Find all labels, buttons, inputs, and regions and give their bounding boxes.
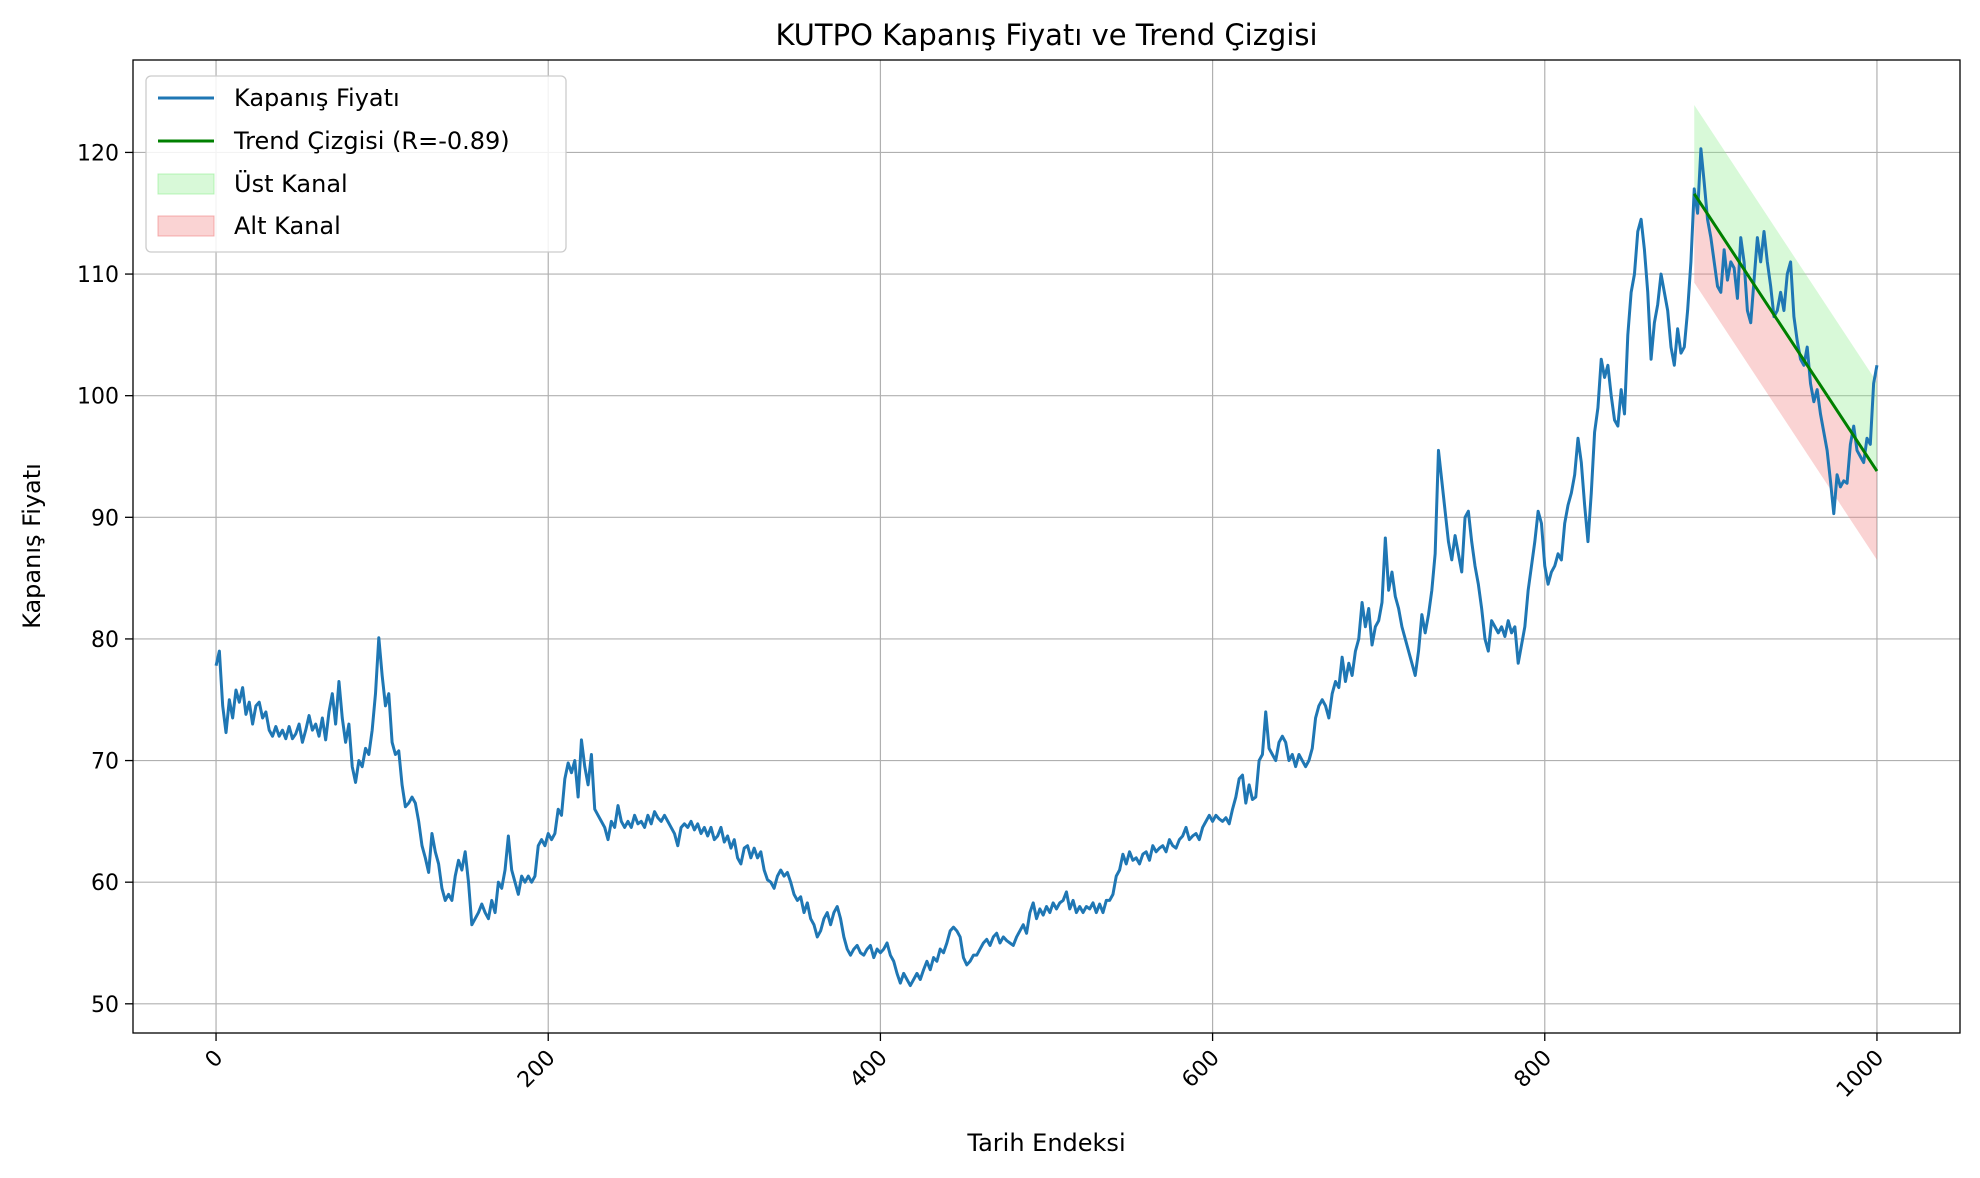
legend-label-close-price: Kapanış Fiyatı (234, 84, 400, 112)
legend-box (145, 75, 567, 253)
legend-swatch-upper-channel (157, 173, 215, 195)
y-axis-ticks: 50 60 70 80 90 100 110 120 (77, 141, 133, 1018)
plot-frame (132, 59, 1961, 1034)
y-tick-label: 110 (77, 263, 119, 288)
trend-line (1692, 192, 1879, 472)
lower-channel-band (1694, 193, 1877, 560)
y-tick-label: 50 (91, 993, 119, 1018)
legend-label-trend-line: Trend Çizgisi (R=-0.89) (233, 127, 510, 155)
series-lines (214, 147, 1879, 988)
y-tick-label: 120 (77, 141, 119, 166)
legend-swatch-lower-channel (157, 215, 215, 237)
chart-title: KUTPO Kapanış Fiyatı ve Trend Çizgisi (775, 18, 1317, 52)
y-tick-label: 60 (91, 871, 119, 896)
y-tick-label: 100 (77, 385, 119, 410)
x-axis-title: Tarih Endeksi (966, 1129, 1125, 1157)
y-tick-label: 90 (91, 506, 119, 531)
legend: Kapanış Fiyatı Trend Çizgisi (R=-0.89) Ü… (145, 75, 567, 253)
legend-label-lower-channel: Alt Kanal (234, 212, 341, 240)
grid (133, 60, 1960, 1033)
legend-label-upper-channel: Üst Kanal (234, 169, 348, 198)
y-tick-label: 70 (91, 750, 119, 775)
close-price-line (214, 147, 1879, 988)
y-tick-label: 80 (91, 628, 119, 653)
y-axis-title: Kapanış Fiyatı (18, 463, 46, 629)
